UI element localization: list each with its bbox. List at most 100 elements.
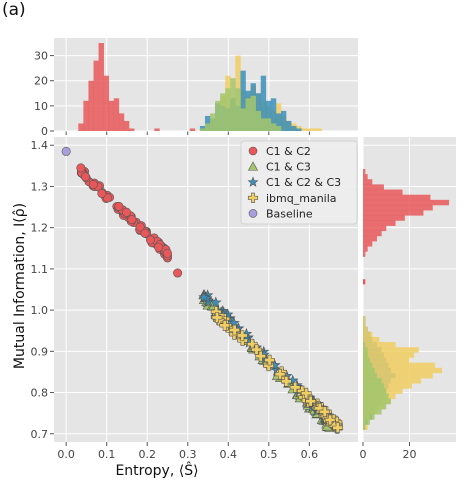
y-axis-label: Mutual Information, I(ρ̂)	[12, 203, 28, 369]
right-histogram-bar	[363, 205, 433, 211]
legend-marker	[248, 209, 258, 218]
ibmq-manila-point	[281, 376, 292, 387]
top-histogram-bar	[270, 123, 277, 131]
y-tick-label: 1.2	[31, 222, 49, 235]
top-histogram-bar	[260, 118, 267, 131]
top-histogram-bar	[316, 128, 322, 131]
ibmq-manila-point	[289, 382, 301, 393]
ibmq-manila-point	[319, 406, 331, 418]
legend-box	[240, 140, 358, 225]
ibmq-manila-point	[229, 324, 240, 336]
right-histogram-bar	[363, 189, 403, 196]
top-histogram-bar	[265, 100, 272, 131]
top-y-tick-label: 30	[34, 50, 48, 63]
top-histogram-bar	[93, 60, 99, 131]
top-histogram-bar	[250, 95, 256, 131]
right-histogram-bar	[363, 184, 384, 190]
c1-c2-c3-point	[198, 291, 210, 303]
x-tick-label: 0.6	[301, 448, 319, 461]
right-histogram-bar	[363, 352, 415, 358]
top-histogram-bar	[199, 128, 206, 131]
top-histogram-bar	[204, 123, 211, 131]
right-histogram-bar	[363, 372, 377, 379]
c1-c2-point	[154, 242, 164, 252]
top-histogram-bar	[83, 100, 89, 131]
right-histogram-bar	[363, 336, 380, 343]
right-histogram-bar	[363, 194, 431, 201]
top-histogram-bar	[275, 113, 282, 131]
top-histogram-bar	[210, 113, 216, 131]
top-histogram-bar	[128, 128, 135, 131]
y-tick-label: 0.7	[31, 428, 49, 441]
top-histogram-bar	[189, 128, 196, 131]
right-histogram-bar	[363, 326, 368, 333]
legend-marker	[247, 192, 259, 203]
right-histogram-bar	[363, 279, 366, 285]
panel-label: (a)	[2, 0, 26, 20]
top-histogram-bar	[306, 128, 312, 131]
legend-marker	[248, 146, 258, 156]
ibmq-manila-point	[255, 350, 266, 362]
top-histogram-bar	[255, 110, 262, 131]
right-histogram-bar	[363, 352, 368, 358]
right-histogram-bar	[363, 409, 382, 415]
y-tick-label: 0.8	[31, 387, 49, 400]
ibmq-manila-point	[274, 368, 286, 380]
ibmq-manila-point	[300, 387, 312, 399]
right-histogram-bar	[363, 316, 366, 322]
x-axis-label: Entropy, ⟨Ŝ⟩	[115, 461, 198, 479]
c1-c2-point	[97, 188, 107, 198]
y-tick-label: 1.4	[31, 139, 49, 152]
c1-c2-c3-point	[210, 296, 222, 308]
ibmq-manila-point	[332, 422, 344, 433]
right-histogram-bar	[363, 321, 366, 327]
top-histogram-bar	[230, 78, 236, 131]
right-histogram-bar	[363, 199, 450, 206]
x-tick-label: 0.5	[260, 448, 278, 461]
y-tick-label: 1.0	[31, 304, 49, 317]
right-histogram-bar	[363, 251, 366, 257]
top-histogram: 0 10 20 30	[34, 38, 358, 138]
right-histogram-bar	[363, 220, 396, 226]
top-histogram-bar	[286, 120, 292, 131]
top-histogram-bar	[260, 75, 267, 131]
right-x-tick-label: 0	[360, 448, 367, 461]
right-histogram-bar	[363, 230, 382, 237]
right-histogram-bar	[363, 215, 405, 221]
right-histogram-bar	[363, 367, 443, 374]
legend-label: Baseline	[266, 207, 313, 220]
ibmq-manila-point	[236, 330, 248, 341]
right-histogram-bar	[363, 393, 389, 400]
top-histogram-bar	[280, 110, 287, 131]
legend-label: C1 & C2 & C3	[266, 176, 341, 189]
x-tick-label: 0.0	[57, 448, 75, 461]
right-histogram-bar	[363, 357, 370, 363]
right-histogram-bar	[363, 347, 368, 353]
right-histogram-bar	[363, 424, 366, 430]
legend-label: ibmq_manila	[266, 192, 337, 205]
top-histogram-bar	[220, 93, 226, 131]
right-histogram-bar	[363, 174, 368, 180]
right-histogram-bar	[363, 342, 396, 348]
ibmq-manila-point	[305, 395, 316, 407]
right-histogram-bar	[363, 398, 391, 405]
x-tick-label: 0.3	[179, 448, 197, 461]
right-histogram-bar	[363, 225, 387, 232]
c1-c2-point	[76, 163, 86, 173]
top-histogram-bar	[88, 80, 94, 131]
right-histogram-bar	[363, 414, 375, 420]
right-histogram-bar	[363, 383, 384, 389]
top-histogram-bar	[225, 88, 231, 131]
right-histogram-bar	[363, 362, 373, 369]
x-tick-label: 0.4	[220, 448, 238, 461]
c1-c2-point	[88, 179, 98, 189]
right-histogram-bar	[363, 362, 436, 369]
top-histogram-bar	[265, 118, 272, 131]
top-histogram-bar	[311, 128, 317, 131]
top-histogram-bar	[78, 123, 84, 131]
top-histogram-bar	[123, 120, 130, 131]
c1-c2-point	[80, 172, 90, 182]
c1-c2-point	[135, 222, 145, 232]
right-histogram-bar	[363, 246, 368, 252]
